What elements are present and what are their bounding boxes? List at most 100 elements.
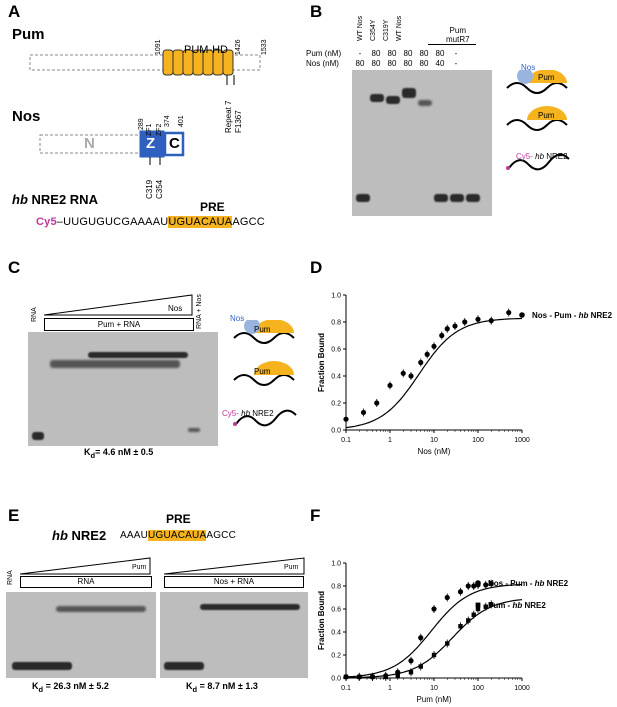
pum-label: Pum <box>12 26 45 43</box>
y-tick-label: 0.6 <box>331 607 341 614</box>
panel-c-letter: C <box>8 258 21 277</box>
b-legend-diagrams <box>506 70 570 171</box>
c-legend-pum2: Pum <box>254 367 271 376</box>
y-tick-label: 0.0 <box>331 676 341 683</box>
data-point <box>360 409 367 416</box>
y-tick-label: 1.0 <box>331 561 341 568</box>
c-legend-rna: Cy5- hb NRE2 <box>222 409 274 418</box>
nos-374: 374 <box>164 115 171 127</box>
x-tick-label: 1 <box>388 437 392 444</box>
data-point <box>471 612 476 617</box>
pum-repeats <box>162 49 234 76</box>
legend-label: Pum - hb NRE2 <box>488 601 546 610</box>
nos-backbone <box>39 134 141 154</box>
c-legend-nos: Nos <box>230 314 245 323</box>
b-nos-row-label: Nos (nM) <box>306 59 339 68</box>
gel-b <box>352 70 492 216</box>
nos-z-label: Z <box>146 135 156 152</box>
c354-label: C354 <box>155 179 164 199</box>
data-point <box>475 316 481 322</box>
data-point <box>408 670 414 675</box>
data-point <box>489 602 494 607</box>
nos-n-label: N <box>84 135 95 152</box>
b-col-wt-nos-1: WT Nos <box>357 15 364 41</box>
x-tick-label: 100 <box>472 437 484 444</box>
protein-domain-diagram <box>29 49 261 165</box>
nos-zf2: ZF2 <box>156 123 163 136</box>
c-nos-label: Nos <box>168 304 183 313</box>
data-point <box>465 583 471 589</box>
legend-label: Nos - Pum - hb NRE2 <box>488 579 569 588</box>
gel-c <box>28 332 218 446</box>
data-point <box>444 326 450 332</box>
nos-c-domain <box>163 131 185 157</box>
data-point <box>418 635 424 641</box>
data-point <box>466 618 471 623</box>
x-tick-label: 10 <box>430 437 438 444</box>
y-axis-title: Fraction Bound <box>317 591 326 650</box>
legend-marker <box>519 312 525 318</box>
data-point <box>457 589 464 595</box>
f1367-label: F1367 <box>234 110 243 133</box>
c-rna-nos-label: RNA + Nos <box>196 294 203 329</box>
panel-b-letter: B <box>310 2 323 21</box>
data-point <box>418 664 423 669</box>
y-tick-label: 0.8 <box>331 320 341 327</box>
b-pum-values: - 80 80 80 80 80 - <box>358 49 458 58</box>
e-pre-label: PRE <box>166 512 191 526</box>
pum-num-1091: 1091 <box>155 39 162 55</box>
b-pum-row-label: Pum (nM) <box>306 49 342 58</box>
y-tick-label: 0.0 <box>331 428 341 435</box>
data-point <box>357 674 362 680</box>
data-point <box>424 351 430 357</box>
b-legend-pum2: Pum <box>538 111 555 120</box>
data-point <box>370 674 375 680</box>
data-point <box>431 343 437 349</box>
x-tick-label: 10 <box>430 685 438 692</box>
e-title: hb NRE2 <box>52 528 107 543</box>
b-legend-pum: Pum <box>538 73 555 82</box>
data-point <box>483 582 489 588</box>
pre-label-a: PRE <box>200 200 225 214</box>
data-point <box>400 370 406 376</box>
panel-e-letter: E <box>8 506 20 525</box>
data-point <box>488 318 494 324</box>
fit-curve-1 <box>345 317 522 429</box>
nos-z-domain <box>139 130 165 158</box>
data-point <box>444 594 450 601</box>
b-nos-values: 80 80 80 80 80 40 - <box>355 59 458 68</box>
panel-d-letter: D <box>310 258 323 277</box>
b-legend-rna: Cy5- hb NRE2 <box>516 152 568 161</box>
c-legend-pum: Pum <box>254 325 271 334</box>
pum-domain-label: PUM-HD <box>184 44 228 56</box>
data-point <box>431 606 437 612</box>
x-tick-label: 100 <box>472 685 484 692</box>
fit-curve-1 <box>345 583 523 678</box>
panel-f-letter: F <box>310 506 321 525</box>
b-col-c354y: C354Y <box>370 19 377 41</box>
e-pum-wedge-1 <box>20 557 151 575</box>
b-col-c319y: C319Y <box>383 19 390 41</box>
y-tick-label: 0.8 <box>331 584 341 591</box>
data-point <box>445 641 450 646</box>
c-rna-label: RNA <box>31 307 38 322</box>
e-pum-label-1: Pum <box>132 564 147 571</box>
data-point <box>343 416 349 422</box>
x-tick-label: 1000 <box>514 437 530 444</box>
legend-label: Nos - Pum - hb NRE2 <box>532 311 613 320</box>
e-kd1: Kd = 26.3 nM ± 5.2 <box>32 681 109 694</box>
e-sequence: AAAUUGUACAUAAGCC <box>120 530 237 541</box>
e-pum-label-2: Pum <box>284 564 299 571</box>
c-legend-diagrams <box>233 320 297 427</box>
data-point <box>383 674 388 680</box>
nos-zf1: ZF1 <box>146 123 153 136</box>
c-nos-wedge <box>44 294 193 316</box>
data-point <box>431 652 437 658</box>
nos-401: 401 <box>178 115 185 127</box>
data-point <box>462 319 468 325</box>
x-axis-title: Nos (nM) <box>418 447 451 456</box>
data-point <box>439 332 445 339</box>
y-tick-label: 1.0 <box>331 293 341 300</box>
data-point <box>374 400 380 406</box>
e-kd2: Kd = 8.7 nM ± 1.3 <box>186 681 258 694</box>
